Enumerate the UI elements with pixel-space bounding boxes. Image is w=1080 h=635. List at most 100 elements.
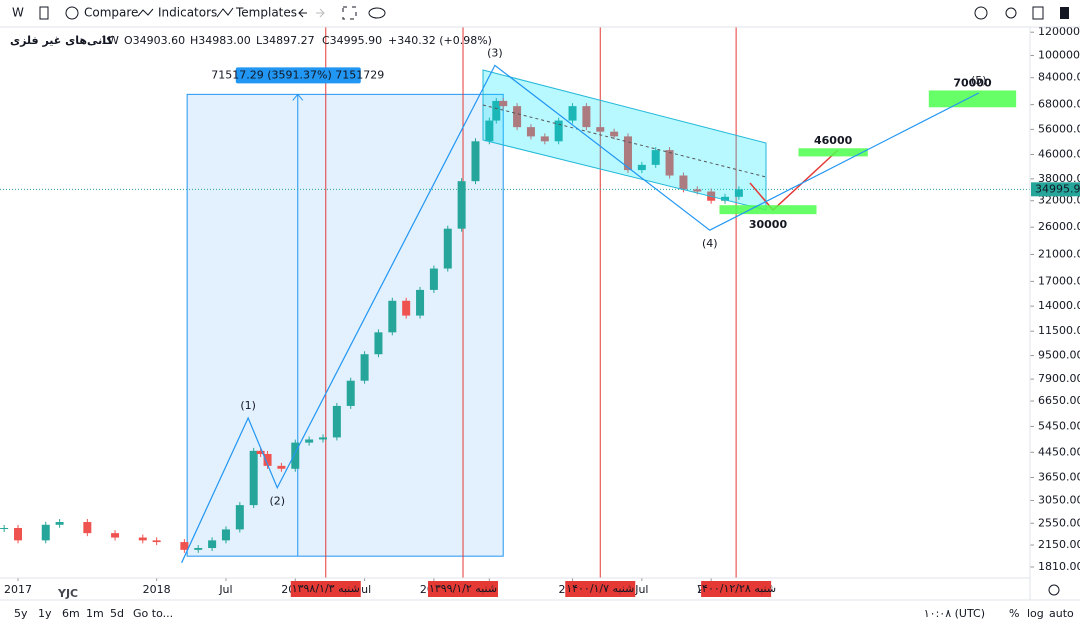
range-button[interactable]: 6m xyxy=(62,607,80,620)
candle xyxy=(111,533,120,538)
candle xyxy=(152,540,161,543)
candle xyxy=(596,127,605,132)
goto-button[interactable]: Go to... xyxy=(133,607,173,620)
y-tick-label: 3650.00 xyxy=(1038,471,1080,484)
target-zone xyxy=(719,205,817,215)
clock: ۱۰:۰۸ (UTC) xyxy=(924,607,985,620)
measure-box xyxy=(186,93,504,557)
log-button[interactable]: log xyxy=(1027,607,1044,620)
price-tag: 34995.90 xyxy=(1035,182,1080,195)
candle xyxy=(457,181,466,229)
candle xyxy=(693,189,702,192)
candle xyxy=(526,127,535,137)
candle xyxy=(443,228,452,269)
candle xyxy=(554,120,563,142)
target-zone xyxy=(928,90,1017,108)
date-label: شنبه ۱۳۹۹/۱/۲ xyxy=(429,582,497,595)
templates-icon xyxy=(216,7,234,18)
candle xyxy=(679,175,688,190)
indicators-button[interactable]: Indicators xyxy=(158,6,217,20)
range-button[interactable]: 5d xyxy=(110,607,124,620)
y-tick-label: 56000.00 xyxy=(1038,122,1080,135)
bottom-bar: 5y 1y 6m 1m 5d xyxy=(14,607,124,620)
candle xyxy=(499,100,508,107)
undo-button[interactable] xyxy=(298,8,307,18)
wave-label: (3) xyxy=(487,46,503,59)
y-tick-label: 3050.00 xyxy=(1038,493,1080,506)
y-tick-label: 68000.00 xyxy=(1038,98,1080,111)
y-tick-label: 11500.00 xyxy=(1038,324,1080,337)
percent-button[interactable]: % xyxy=(1009,607,1019,620)
candle xyxy=(277,465,286,469)
range-button[interactable]: 1y xyxy=(38,607,52,620)
y-tick-label: 5450.00 xyxy=(1038,419,1080,432)
interval-button[interactable]: W xyxy=(12,6,24,20)
compare-icon xyxy=(65,6,79,20)
wave-label: (5) xyxy=(971,74,987,87)
measure-label-box xyxy=(235,67,361,84)
redo-button[interactable] xyxy=(316,8,325,18)
candle xyxy=(416,289,425,316)
candle xyxy=(346,380,355,406)
candle xyxy=(291,442,300,469)
range-button[interactable]: 1m xyxy=(86,607,104,620)
candle xyxy=(610,131,619,137)
plot-area xyxy=(0,27,1030,578)
auto-button[interactable]: auto xyxy=(1049,607,1074,620)
candle xyxy=(388,300,397,333)
settings-button[interactable] xyxy=(974,6,988,20)
fullscreen-button[interactable] xyxy=(342,6,357,20)
candle xyxy=(41,524,50,541)
candle xyxy=(305,439,314,443)
candle xyxy=(429,268,438,290)
candle xyxy=(637,164,646,171)
candle xyxy=(402,300,411,316)
date-label: شنبه ۱۳۹۸/۱/۳ xyxy=(292,582,360,595)
y-tick-label: 120000.00 xyxy=(1038,25,1080,38)
candle xyxy=(319,437,328,440)
delete-button[interactable] xyxy=(1060,7,1069,19)
symbol-name: کانی‌های غیر فلزی xyxy=(10,34,113,47)
wave-label: (2) xyxy=(269,495,285,508)
x-tick-label: Jul xyxy=(218,583,232,596)
date-label-box xyxy=(565,581,636,597)
y-tick-label: 46000.00 xyxy=(1038,147,1080,160)
wave-line xyxy=(181,64,979,564)
candle xyxy=(651,150,660,165)
wave-label: (1) xyxy=(240,399,256,412)
open-value: O34903.60 xyxy=(124,34,185,47)
share-button[interactable] xyxy=(1005,7,1017,19)
snapshot-button[interactable] xyxy=(1032,6,1044,20)
date-label-box xyxy=(290,581,361,597)
date-label-box xyxy=(701,581,772,597)
hide-button[interactable] xyxy=(368,7,386,19)
candle xyxy=(138,537,147,541)
target-label: 70000 xyxy=(953,76,992,89)
axis-settings[interactable] xyxy=(1048,584,1060,596)
change-value: +340.32 (+0.98%) xyxy=(388,34,492,47)
templates-button[interactable]: Templates xyxy=(235,6,297,20)
y-tick-label: 2150.00 xyxy=(1038,538,1080,551)
y-tick-label: 7900.00 xyxy=(1038,372,1080,385)
candle xyxy=(734,189,743,197)
y-tick-label: 21000.00 xyxy=(1038,247,1080,260)
target-label: 30000 xyxy=(749,218,788,231)
compare-button[interactable]: Compare xyxy=(84,6,138,20)
y-tick-label: 26000.00 xyxy=(1038,220,1080,233)
candle xyxy=(332,405,341,438)
candle xyxy=(374,332,383,355)
candle xyxy=(221,529,230,541)
chart-style-button[interactable] xyxy=(39,6,49,20)
candle xyxy=(249,450,258,506)
range-button[interactable]: 5y xyxy=(14,607,28,620)
candle xyxy=(55,522,64,525)
indicators-icon xyxy=(137,8,154,17)
candle xyxy=(256,450,265,455)
low-value: L34897.27 xyxy=(256,34,315,47)
date-label: شنبه ۱۴۰۰/۱۲/۲۸ xyxy=(696,582,776,595)
candle xyxy=(180,542,189,550)
y-tick-label: 84000.00 xyxy=(1038,71,1080,84)
x-tick-label: Jul xyxy=(634,583,648,596)
